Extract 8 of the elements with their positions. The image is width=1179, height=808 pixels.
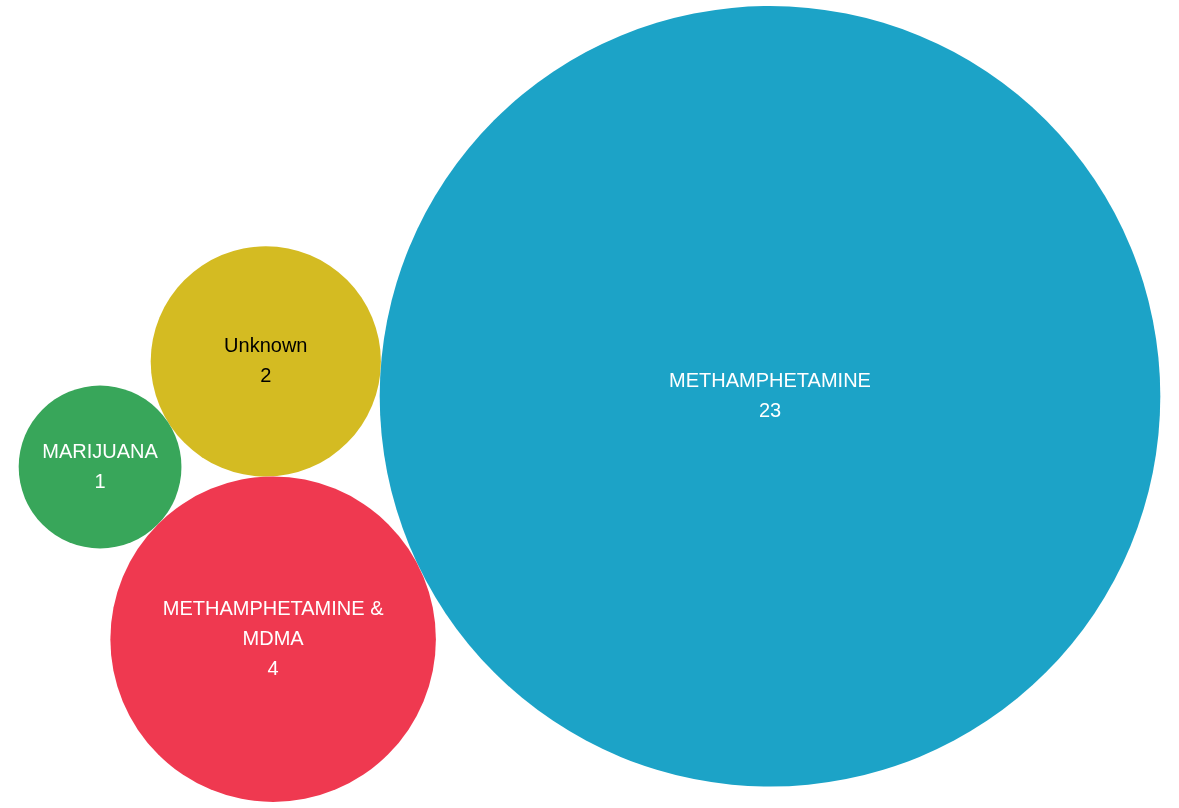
category-label: MARIJUANA [42,439,159,462]
category-label: Unknown [224,333,308,356]
data-label: 1 [94,469,106,492]
data-label: 23 [758,398,782,421]
category-label: METHAMPHETAMINE & MDMA [162,596,385,649]
data-label: 2 [260,363,272,386]
category-label: METHAMPHETAMINE [669,368,871,391]
data-label: 4 [267,656,279,679]
